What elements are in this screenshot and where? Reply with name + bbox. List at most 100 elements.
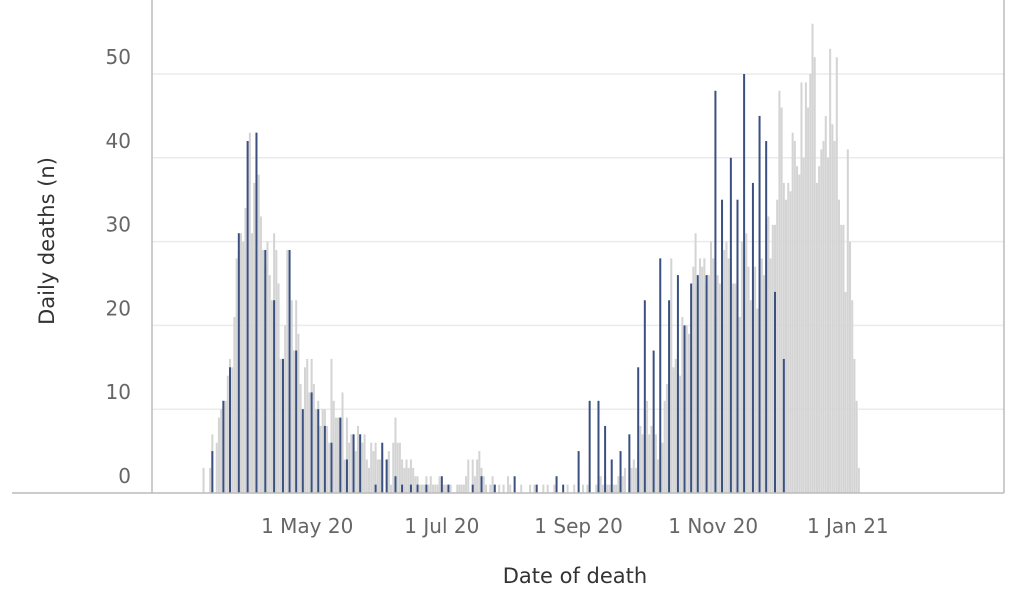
bar-daily (670, 258, 673, 493)
bar-daily (813, 57, 816, 494)
bar-daily (312, 384, 315, 493)
bar-daily (599, 476, 602, 493)
bar-daily (738, 317, 741, 493)
bar-daily (630, 467, 633, 493)
bar-daily (489, 484, 492, 493)
bar-daily (248, 132, 251, 493)
bar-weekly (736, 199, 739, 493)
bar-daily (443, 484, 446, 493)
bar-daily (835, 57, 838, 494)
bar-daily (789, 191, 792, 493)
bar-weekly (729, 157, 732, 494)
bar-daily (423, 484, 426, 493)
bar-daily (606, 484, 609, 493)
bar-weekly (588, 400, 591, 493)
bar-daily (396, 442, 399, 493)
bar-weekly (385, 459, 388, 493)
bar-daily (284, 325, 287, 493)
bar-daily (376, 459, 379, 493)
bar-daily (767, 216, 770, 493)
bar-weekly (425, 484, 428, 493)
bar-daily (394, 417, 397, 493)
bar-weekly (652, 350, 655, 493)
bar-daily (266, 241, 269, 493)
bar-weekly (381, 442, 384, 493)
bar-daily (615, 484, 618, 493)
bar-daily (844, 291, 847, 493)
bar-weekly (222, 400, 225, 493)
bar-daily (420, 484, 423, 493)
bar-daily (701, 266, 704, 493)
bar-daily (449, 484, 452, 493)
bar-daily (456, 484, 459, 493)
bar-daily (582, 484, 585, 493)
bar-daily (723, 249, 726, 493)
bar-daily (802, 157, 805, 494)
bar-daily (793, 141, 796, 494)
bar-daily (372, 451, 375, 493)
weekly-bars (211, 74, 785, 494)
axes (12, 0, 1005, 494)
bar-weekly (310, 392, 313, 493)
bar-weekly (301, 409, 304, 493)
bar-daily (566, 484, 569, 493)
bar-daily (484, 484, 487, 493)
bar-daily (268, 275, 271, 493)
bar-weekly (535, 484, 538, 493)
bar-daily (573, 484, 576, 493)
bar-daily (553, 484, 556, 493)
bar-weekly (394, 476, 397, 493)
bar-weekly (352, 434, 355, 493)
bar-weekly (471, 484, 474, 493)
bar-daily (315, 409, 318, 493)
y-tick-label: 10 (106, 380, 131, 404)
bar-daily (851, 300, 854, 493)
bar-daily (634, 467, 637, 493)
bar-daily (621, 476, 624, 493)
bar-daily (217, 417, 220, 493)
bar-weekly (246, 141, 249, 494)
bar-daily (226, 375, 229, 493)
bar-daily (306, 358, 309, 493)
bar-daily (418, 484, 421, 493)
bar-daily (654, 434, 657, 493)
bar-daily (778, 90, 781, 493)
x-tick-labels: 1 May 20 1 Jul 20 1 Sep 20 1 Nov 20 1 Jan 21 (261, 514, 889, 538)
bar-weekly (493, 484, 496, 493)
bar-weekly (330, 442, 333, 493)
bar-daily (617, 476, 620, 493)
bar-daily (612, 484, 615, 493)
bar-daily (818, 166, 821, 493)
bar-daily (698, 258, 701, 493)
bar-daily (365, 459, 368, 493)
bar-weekly (211, 451, 214, 493)
bar-daily (756, 308, 759, 493)
bar-weekly (721, 199, 724, 493)
bar-daily (725, 241, 728, 493)
bar-daily (350, 434, 353, 493)
bar-weekly (317, 409, 320, 493)
bar-daily (363, 434, 366, 493)
bar-weekly (751, 182, 754, 493)
bar-daily (478, 451, 481, 493)
bar-daily (427, 484, 430, 493)
bar-daily (390, 484, 393, 493)
bar-daily (337, 417, 340, 493)
bar-daily (747, 266, 750, 493)
bar-daily (445, 484, 448, 493)
bar-daily (299, 384, 302, 493)
bar-daily (824, 115, 827, 494)
bar-daily (840, 224, 843, 493)
bar-daily (661, 442, 664, 493)
bar-daily (251, 233, 254, 493)
bar-daily (202, 467, 205, 493)
bar-weekly (696, 275, 699, 493)
bar-weekly (447, 484, 450, 493)
bar-daily (815, 182, 818, 493)
bar-daily (319, 425, 322, 493)
bar-daily (321, 409, 324, 493)
bar-daily (334, 417, 337, 493)
bar-daily (837, 199, 840, 493)
bar-daily (833, 141, 836, 494)
bar-daily (639, 425, 642, 493)
